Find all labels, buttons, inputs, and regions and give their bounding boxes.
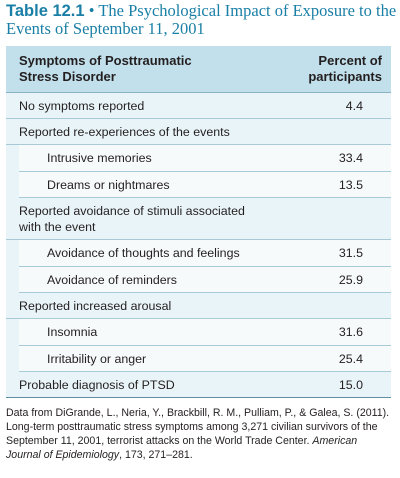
table-row: Reported re-experiences of the events [6, 119, 391, 145]
table-row: Avoidance of thoughts and feelings 31.5 [19, 240, 391, 267]
table-row: Dreams or nightmares 13.5 [19, 172, 391, 198]
table-title: Table 12.1 • The Psychological Impact of… [6, 2, 398, 38]
table-row: Probable diagnosis of PTSD 15.0 [6, 372, 391, 398]
row-value: 31.5 [338, 246, 363, 260]
row-value: 25.9 [338, 272, 363, 287]
row-value: 25.4 [338, 351, 363, 366]
row-label: Reported avoidance of stimuli associated… [19, 204, 245, 234]
row-label: Avoidance of thoughts and feelings [47, 246, 240, 260]
table-row: Insomnia 31.6 [19, 319, 391, 346]
title-separator: • [84, 1, 99, 20]
row-label: Irritability or anger [47, 351, 147, 366]
row-label: No symptoms reported [19, 98, 145, 113]
header-symptoms-line1: Symptoms of Posttraumatic [19, 53, 192, 68]
source-journal: American Journal of Epidemiology [6, 435, 358, 461]
source-note-text: Data from DiGrande, L., Neria, Y., Brack… [6, 407, 390, 447]
row-label: Insomnia [47, 325, 98, 339]
row-value: 33.4 [338, 151, 363, 165]
row-value: 13.5 [338, 177, 363, 192]
row-label: Probable diagnosis of PTSD [19, 377, 175, 392]
ptsd-table: Symptoms of Posttraumatic Stress Disorde… [6, 46, 391, 398]
row-value: 15.0 [338, 377, 363, 392]
header-symptoms: Symptoms of Posttraumatic Stress Disorde… [19, 46, 192, 92]
table-row: Avoidance of reminders 25.9 [19, 267, 391, 293]
row-label: Avoidance of reminders [47, 272, 177, 287]
row-value: 4.4 [345, 98, 363, 113]
table-number: Table 12.1 [6, 2, 85, 20]
table-header: Symptoms of Posttraumatic Stress Disorde… [6, 46, 391, 93]
source-note: Data from DiGrande, L., Neria, Y., Brack… [6, 406, 394, 462]
header-symptoms-line2: Stress Disorder [19, 69, 116, 84]
header-percent-line1: Percent of [318, 53, 382, 68]
header-percent-line2: participants [308, 69, 382, 84]
source-citation-end: , 173, 271–281. [119, 449, 193, 461]
table-row: Irritability or anger 25.4 [19, 346, 391, 372]
table-row: No symptoms reported 4.4 [6, 93, 391, 119]
table-row: Intrusive memories 33.4 [19, 145, 391, 172]
row-label: Dreams or nightmares [47, 177, 170, 192]
row-value: 31.6 [338, 325, 363, 339]
table-row: Reported increased arousal [6, 293, 391, 319]
row-label: Reported re-experiences of the events [19, 124, 230, 139]
row-label: Reported increased arousal [19, 298, 172, 313]
table-title-text: The Psychological Impact of Exposure to … [6, 1, 397, 38]
row-label: Intrusive memories [47, 151, 152, 165]
table-row: Reported avoidance of stimuli associated… [6, 198, 391, 240]
header-percent: Percent of participants [308, 46, 382, 92]
